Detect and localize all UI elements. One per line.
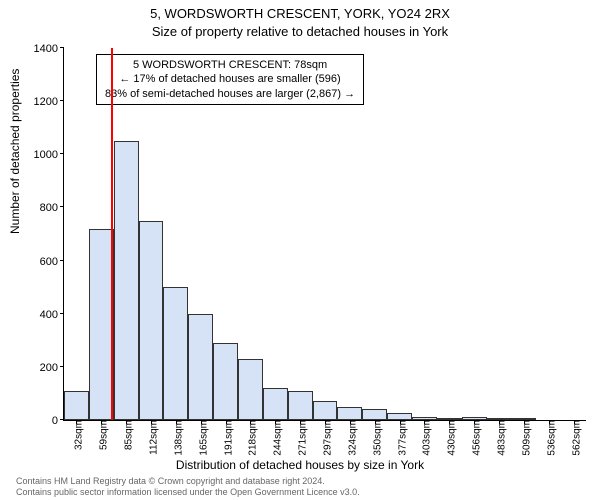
x-tick-mark	[375, 420, 376, 424]
histogram-bar	[288, 391, 313, 420]
x-tick-mark	[499, 420, 500, 424]
x-tick-label: 138sqm	[167, 420, 184, 456]
x-tick-label: 509sqm	[515, 420, 532, 456]
x-tick-mark	[574, 420, 575, 424]
histogram-bar	[263, 388, 288, 420]
x-tick-mark	[201, 420, 202, 424]
x-tick-label: 377sqm	[391, 420, 408, 456]
x-tick-label: 324sqm	[341, 420, 358, 456]
x-tick-mark	[325, 420, 326, 424]
y-tick-mark	[60, 366, 64, 367]
x-tick-label: 32sqm	[68, 420, 85, 450]
x-tick-label: 271sqm	[292, 420, 309, 456]
plot-area: 5 WORDSWORTH CRESCENT: 78sqm ← 17% of de…	[63, 48, 586, 421]
histogram-bar	[64, 391, 89, 420]
x-tick-label: 456sqm	[466, 420, 483, 456]
y-tick-label: 600	[40, 256, 64, 268]
y-tick-label: 0	[52, 415, 64, 427]
annotation-line2: ← 17% of detached houses are smaller (59…	[105, 72, 355, 86]
chart-title-sub: Size of property relative to detached ho…	[0, 24, 600, 39]
y-tick-mark	[60, 260, 64, 261]
footer-attribution: Contains HM Land Registry data © Crown c…	[16, 476, 360, 498]
histogram-bar	[188, 314, 213, 420]
x-tick-label: 165sqm	[192, 420, 209, 456]
x-tick-mark	[226, 420, 227, 424]
y-tick-mark	[60, 100, 64, 101]
x-tick-mark	[126, 420, 127, 424]
x-tick-label: 218sqm	[242, 420, 259, 456]
chart-title-main: 5, WORDSWORTH CRESCENT, YORK, YO24 2RX	[0, 6, 600, 21]
annotation-line1: 5 WORDSWORTH CRESCENT: 78sqm	[105, 58, 355, 72]
x-tick-mark	[400, 420, 401, 424]
histogram-bar	[238, 359, 263, 420]
x-tick-label: 59sqm	[93, 420, 110, 450]
x-tick-mark	[101, 420, 102, 424]
x-tick-mark	[76, 420, 77, 424]
chart-container: 5, WORDSWORTH CRESCENT, YORK, YO24 2RX S…	[0, 0, 600, 500]
histogram-bar	[89, 229, 114, 420]
x-tick-mark	[549, 420, 550, 424]
property-marker-line	[111, 48, 113, 420]
y-tick-label: 1400	[34, 43, 64, 55]
x-tick-mark	[250, 420, 251, 424]
histogram-bar	[114, 141, 139, 420]
x-tick-mark	[300, 420, 301, 424]
x-tick-mark	[350, 420, 351, 424]
y-tick-label: 200	[40, 362, 64, 374]
y-tick-label: 1200	[34, 96, 64, 108]
x-tick-label: 536sqm	[540, 420, 557, 456]
x-tick-mark	[176, 420, 177, 424]
x-tick-mark	[449, 420, 450, 424]
histogram-bar	[337, 407, 362, 420]
y-tick-mark	[60, 153, 64, 154]
footer-line2: Contains public sector information licen…	[16, 487, 360, 498]
x-tick-label: 297sqm	[317, 420, 334, 456]
histogram-bar	[213, 343, 238, 420]
footer-line1: Contains HM Land Registry data © Crown c…	[16, 476, 360, 487]
histogram-bar	[139, 221, 164, 420]
histogram-bar	[163, 287, 188, 420]
y-tick-mark	[60, 47, 64, 48]
x-tick-label: 85sqm	[118, 420, 135, 450]
x-tick-label: 430sqm	[441, 420, 458, 456]
y-tick-mark	[60, 206, 64, 207]
x-tick-label: 112sqm	[143, 420, 160, 455]
x-tick-mark	[524, 420, 525, 424]
y-tick-label: 800	[40, 202, 64, 214]
y-axis-label: Number of detached properties	[8, 69, 22, 234]
x-tick-label: 562sqm	[565, 420, 582, 456]
x-tick-mark	[424, 420, 425, 424]
x-tick-label: 403sqm	[416, 420, 433, 456]
y-tick-mark	[60, 313, 64, 314]
x-tick-label: 483sqm	[491, 420, 508, 456]
x-tick-label: 244sqm	[267, 420, 284, 456]
x-axis-label: Distribution of detached houses by size …	[0, 458, 600, 472]
histogram-bar	[387, 413, 412, 420]
x-tick-mark	[151, 420, 152, 424]
x-tick-label: 191sqm	[217, 420, 234, 456]
y-tick-label: 1000	[34, 149, 64, 161]
y-tick-label: 400	[40, 309, 64, 321]
histogram-bar	[362, 409, 387, 420]
histogram-bar	[313, 401, 338, 420]
x-tick-label: 350sqm	[366, 420, 383, 456]
x-tick-mark	[275, 420, 276, 424]
annotation-line3: 83% of semi-detached houses are larger (…	[105, 87, 355, 101]
x-tick-mark	[474, 420, 475, 424]
annotation-box: 5 WORDSWORTH CRESCENT: 78sqm ← 17% of de…	[96, 54, 364, 105]
